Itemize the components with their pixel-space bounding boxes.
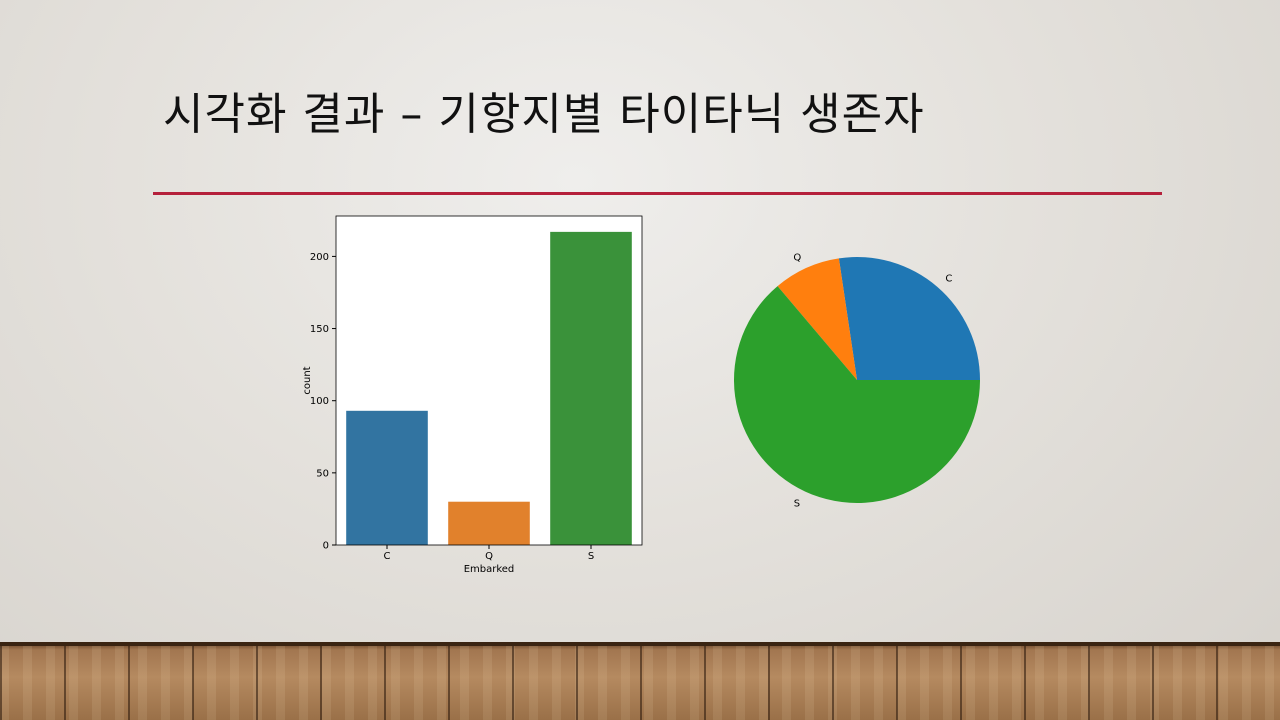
y-tick-label: 0: [323, 541, 329, 552]
pie-slice-s: [734, 286, 980, 503]
bar-q: [448, 501, 530, 545]
x-axis-label: Embarked: [464, 564, 515, 575]
pie-slice-c: [838, 257, 980, 380]
x-tick-label: Q: [485, 551, 493, 562]
pie-label-s: S: [794, 499, 800, 510]
x-tick-label: C: [384, 551, 391, 562]
floor-edge: [0, 642, 1280, 646]
pie-slice-q: [777, 258, 857, 380]
plot-frame: [335, 215, 643, 546]
wood-floor-decoration: [0, 642, 1280, 720]
title-divider: [153, 192, 1162, 195]
y-tick-label: 150: [310, 324, 329, 335]
y-tick-label: 50: [316, 468, 329, 479]
x-tick-label: S: [588, 551, 594, 562]
pie-label-q: Q: [793, 253, 801, 264]
pie-label-c: C: [945, 274, 952, 285]
bar-s: [550, 231, 632, 545]
y-axis-label: count: [302, 366, 313, 394]
pie-chart: C Q S: [734, 253, 980, 510]
slide-title: 시각화 결과 – 기항지별 타이타닉 생존자: [163, 89, 925, 140]
y-tick-label: 100: [310, 396, 329, 407]
bar-c: [346, 410, 428, 545]
y-tick-label: 200: [310, 252, 329, 263]
bar-chart: C Q S 0 50 100 150 200 Embarked count: [302, 215, 643, 575]
